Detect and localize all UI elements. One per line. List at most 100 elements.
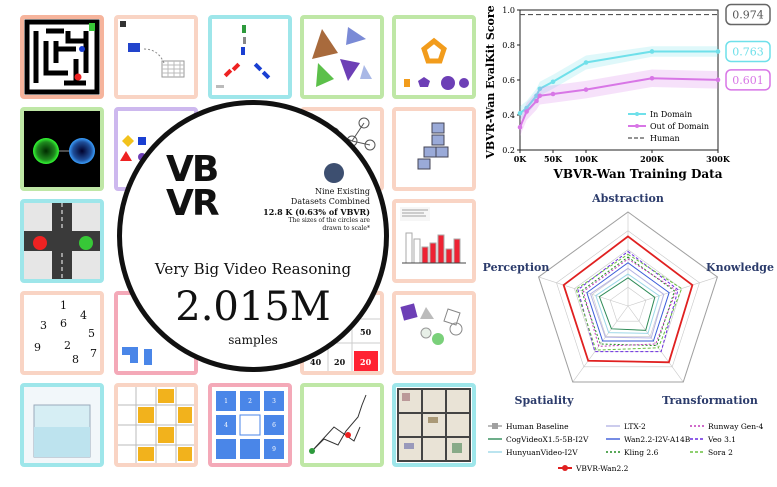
dataset-subtitle: Very Big Video Reasoning: [154, 260, 352, 278]
number-label: 1: [60, 299, 67, 312]
data-point: [583, 60, 589, 65]
data-point: [550, 79, 556, 85]
legend-label: Runway Gen-4: [708, 422, 764, 431]
data-point: [550, 91, 556, 97]
training-line-chart: 0.2 0.4 0.6 0.8 1.0 0K 50K 100K 200K 300K 0.763 0.…: [484, 3, 771, 181]
x-tick-label: 0K: [514, 154, 528, 164]
radar-series: [538, 211, 718, 383]
value-label-box: [725, 69, 771, 91]
number-label: 6: [60, 317, 67, 330]
dataset-note: Nine Existing Datasets Combined 12.8 K (…: [250, 187, 370, 233]
note-line: drawn to scale*: [322, 225, 370, 232]
tile-shapes: [300, 15, 384, 99]
dataset-circle: VB VR Nine Existing Datasets Combined 12…: [117, 100, 389, 372]
x-axis-label: VBVR-Wan Training Data: [553, 167, 723, 181]
tile-cross: [114, 383, 198, 467]
data-point: [517, 124, 523, 130]
x-tick-label: 50K: [544, 154, 563, 164]
note-line: Nine Existing: [314, 187, 370, 196]
y-tick-label: 0.4: [502, 111, 515, 120]
tile-glass: [20, 383, 104, 467]
radar-series: [586, 262, 670, 342]
legend-label: Out of Domain: [650, 122, 709, 131]
logo-bottom: VR: [166, 183, 220, 224]
legend-marker: [562, 465, 568, 471]
legend-label: Human Baseline: [506, 422, 569, 431]
radar-series: [589, 267, 665, 339]
number-label: 5: [88, 327, 95, 340]
capability-radar-chart: Abstraction Knowledge Transformation Spatia…: [483, 192, 774, 473]
tile-bar-puzzle: [392, 199, 476, 283]
sudoku-cell: 2: [248, 398, 252, 405]
series-band: [520, 69, 718, 136]
legend-marker: [635, 124, 639, 128]
legend-label: CogVideoX1.5-5B-I2V: [506, 435, 589, 444]
sudoku-cell: 4: [224, 422, 228, 429]
value-label: 0.763: [732, 45, 764, 58]
number-label: 7: [90, 347, 97, 360]
grid-value: 20: [334, 357, 346, 367]
radar-spoke: [627, 305, 684, 383]
series-line-in-domain: [519, 50, 718, 115]
radar-spoke: [572, 305, 629, 383]
tile-glow-balls: [20, 107, 104, 191]
note-line: 12.8 K (0.63% of VBVR): [263, 207, 370, 217]
tile-floorplan: [392, 383, 476, 467]
note-line: Datasets Combined: [290, 197, 370, 206]
sudoku-cell: 3: [272, 398, 276, 405]
grid-value: 50: [360, 327, 372, 337]
radar-series: [562, 235, 694, 364]
radar-axis-label: Transformation: [662, 394, 758, 407]
series-line-out-of-domain: [519, 77, 719, 128]
series-band: [520, 46, 718, 121]
legend-label: Veo 3.1: [707, 435, 736, 444]
sample-unit: samples: [228, 333, 278, 347]
tile-sudoku: 1 2 3 4 6 9: [208, 383, 292, 467]
grid-value: 20: [360, 357, 372, 367]
value-label-box: [725, 40, 771, 63]
sudoku-cell: 1: [224, 398, 228, 405]
small-dataset-dot: [324, 163, 344, 183]
data-point: [649, 75, 655, 81]
data-point: [583, 87, 589, 92]
data-point: [649, 49, 655, 54]
tile-maze: [20, 15, 104, 99]
x-tick-label: 200K: [640, 154, 665, 164]
radar-series: [580, 256, 676, 347]
logo-top: VB: [166, 149, 219, 190]
data-point: [537, 93, 543, 99]
legend-label: Kling 2.6: [624, 448, 659, 457]
value-label-box: [725, 3, 771, 26]
number-label: 9: [34, 341, 41, 354]
logo: VB VR: [166, 149, 252, 224]
radar-axis-label: Abstraction: [591, 192, 664, 205]
number-label: 4: [80, 309, 87, 322]
tile-pentagon: [392, 15, 476, 99]
radar-gridline: [556, 230, 700, 368]
legend-label: VBVR-Wan2.2: [575, 464, 629, 473]
tile-blocks: [114, 15, 198, 99]
tile-traffic: [20, 199, 104, 283]
data-point: [534, 98, 539, 104]
number-label: 8: [72, 353, 79, 366]
value-label: 0.601: [732, 74, 764, 87]
sudoku-cell: 6: [272, 422, 276, 429]
y-tick-label: 1.0: [502, 6, 515, 15]
legend-marker: [492, 423, 498, 429]
legend-label: HunyuanVideo-I2V: [506, 448, 578, 457]
tile-cubes: [392, 107, 476, 191]
y-tick-label: 0.6: [502, 76, 515, 85]
y-tick-label: 0.2: [502, 146, 515, 155]
legend-marker: [635, 112, 639, 116]
value-label: 0.974: [732, 9, 764, 22]
x-tick-label: 300K: [706, 154, 731, 164]
x-tick-label: 100K: [574, 154, 599, 164]
data-point: [524, 109, 529, 114]
number-label: 3: [40, 319, 47, 332]
data-point: [517, 110, 523, 116]
data-point: [534, 93, 539, 99]
legend-label: Sora 2: [708, 448, 733, 457]
tile-numbers: 1 4 3 6 5 9 2 7 8: [20, 291, 104, 375]
tile-transform: [392, 291, 476, 375]
